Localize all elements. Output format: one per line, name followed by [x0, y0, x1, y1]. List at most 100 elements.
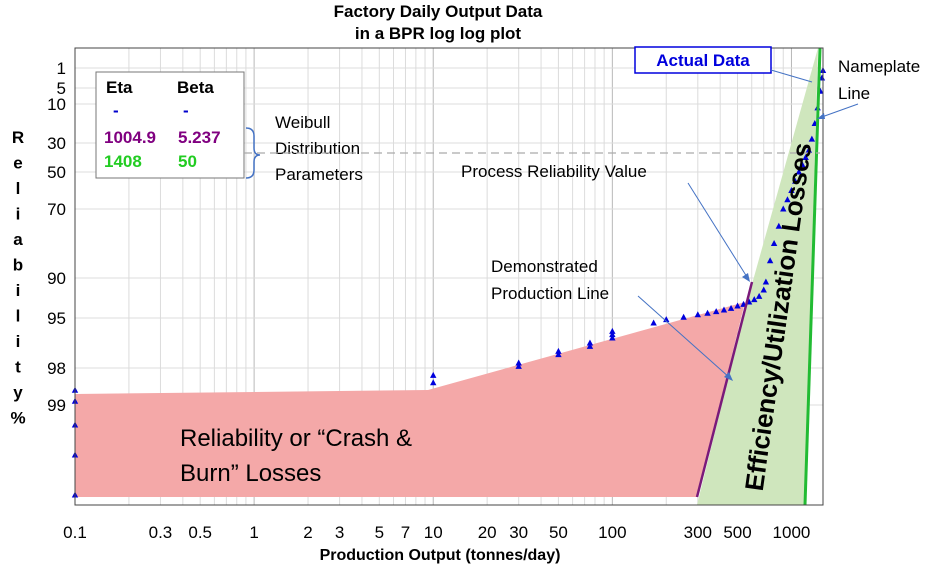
- x-tick-labels: 0.1 0.3 0.5 1 2 3 5 7 10 20 30 50 100 300 500 1000: [63, 523, 810, 542]
- weibull-header-eta: Eta: [106, 78, 133, 97]
- data-point: [586, 339, 594, 346]
- y-axis-label-char: t: [15, 358, 21, 377]
- weibull-bracket: [245, 127, 261, 179]
- efficiency-losses-region: [697, 48, 818, 505]
- y-axis-label-char: b: [13, 256, 23, 275]
- data-point: [430, 379, 437, 386]
- weibull-table: [95, 71, 245, 179]
- y-axis-label-char: l: [16, 307, 21, 326]
- weibull-beta-value: 5.237: [178, 128, 221, 147]
- data-point: [712, 308, 720, 315]
- weibull-label-line-2: Distribution: [275, 139, 360, 158]
- actual-data-legend: Actual Data: [656, 51, 750, 70]
- weibull-table-content: Eta Beta - - 1004.9 5.237 1408 50: [104, 78, 221, 171]
- data-point: [784, 196, 791, 203]
- reliability-losses-label-line-1: Reliability or “Crash &: [180, 425, 412, 452]
- actual-data-arrow: [770, 69, 813, 83]
- y-axis-label-char: l: [16, 179, 21, 198]
- weibull-header-beta: Beta: [177, 78, 214, 97]
- y-axis-label-char: e: [13, 154, 22, 173]
- x-tick-label: 2: [303, 523, 312, 542]
- x-tick-label: 0.3: [149, 523, 173, 542]
- nameplate-label-line-1: Nameplate: [838, 57, 920, 76]
- data-point: [770, 240, 778, 246]
- data-point: [609, 327, 616, 334]
- y-tick-label: 70: [47, 200, 66, 219]
- y-axis-label-char: a: [13, 230, 23, 249]
- y-axis-label: Reliability%: [10, 128, 25, 428]
- data-point: [805, 146, 813, 153]
- x-tick-label: 3: [335, 523, 344, 542]
- weibull-label-line-3: Parameters: [275, 165, 363, 184]
- data-point: [680, 313, 687, 320]
- x-tick-label: 7: [401, 523, 410, 542]
- weibull-eta-value: 1004.9: [104, 128, 156, 147]
- data-point: [762, 278, 770, 285]
- weibull-eta-value: -: [113, 101, 119, 120]
- demonstrated-label-line-1: Demonstrated: [491, 257, 598, 276]
- nameplate-arrow-head: [817, 113, 825, 119]
- y-tick-label: 50: [47, 163, 66, 182]
- y-tick-label: 98: [47, 359, 66, 378]
- y-tick-label: 30: [47, 134, 66, 153]
- demonstrated-label-line-2: Production Line: [491, 284, 609, 303]
- y-tick-label: 99: [47, 396, 66, 415]
- nameplate-line: [803, 47, 822, 506]
- reliability-losses-label-line-2: Burn” Losses: [180, 460, 321, 487]
- weibull-eta-value: 1408: [104, 152, 142, 171]
- weibull-beta-value: 50: [178, 152, 197, 171]
- x-tick-label: 30: [509, 523, 528, 542]
- data-point: [650, 319, 657, 326]
- plot-frame: [74, 47, 824, 506]
- x-tick-label: 50: [549, 523, 568, 542]
- data-point: [792, 177, 799, 184]
- data-point: [795, 168, 803, 175]
- y-axis-label-char: y: [13, 383, 23, 402]
- reliability-losses-region: [75, 302, 745, 497]
- weibull-beta-value: -: [183, 101, 189, 120]
- data-point: [727, 304, 735, 311]
- chart-subtitle: in a BPR log log plot: [355, 24, 522, 43]
- data-point: [515, 359, 522, 366]
- data-point: [808, 135, 816, 142]
- x-tick-label: 500: [723, 523, 751, 542]
- x-tick-label: 1: [249, 523, 258, 542]
- demonstrated-arrow-line: [637, 295, 731, 379]
- data-point: [788, 187, 795, 193]
- nameplate-arrow-line: [818, 103, 859, 119]
- data-point: [704, 309, 711, 316]
- chart-title: Factory Daily Output Data: [334, 2, 543, 21]
- y-tick-label: 1: [57, 59, 66, 78]
- x-tick-label: 5: [375, 523, 384, 542]
- process-reliability-arrow-line: [687, 182, 748, 278]
- actual-data-legend-box: [634, 46, 772, 74]
- x-tick-label: 300: [684, 523, 712, 542]
- data-point: [586, 342, 594, 349]
- data-point: [609, 334, 616, 341]
- x-tick-label: 0.1: [63, 523, 87, 542]
- y-axis-label-char: i: [16, 205, 21, 224]
- data-point: [751, 296, 758, 303]
- y-axis-label-char: i: [16, 281, 21, 300]
- data-point: [799, 161, 806, 168]
- data-point: [802, 154, 809, 160]
- data-point: [766, 257, 774, 264]
- data-point: [663, 316, 670, 323]
- data-point: [555, 347, 562, 354]
- x-tick-label: 1000: [773, 523, 811, 542]
- y-tick-label: 5: [57, 79, 66, 98]
- x-axis-label: Production Output (tonnes/day): [320, 547, 561, 564]
- nameplate-label-line-2: Line: [838, 84, 870, 103]
- demonstrated-arrow-head: [724, 372, 733, 381]
- y-tick-label: 10: [47, 95, 66, 114]
- data-point: [780, 205, 787, 212]
- process-reliability-arrow-head: [742, 273, 750, 282]
- data-point: [430, 371, 437, 378]
- demonstrated-production-line: [695, 281, 754, 498]
- data-points: [71, 67, 827, 498]
- data-point: [694, 311, 702, 318]
- data-point: [775, 222, 783, 229]
- y-tick-label: 95: [47, 309, 66, 328]
